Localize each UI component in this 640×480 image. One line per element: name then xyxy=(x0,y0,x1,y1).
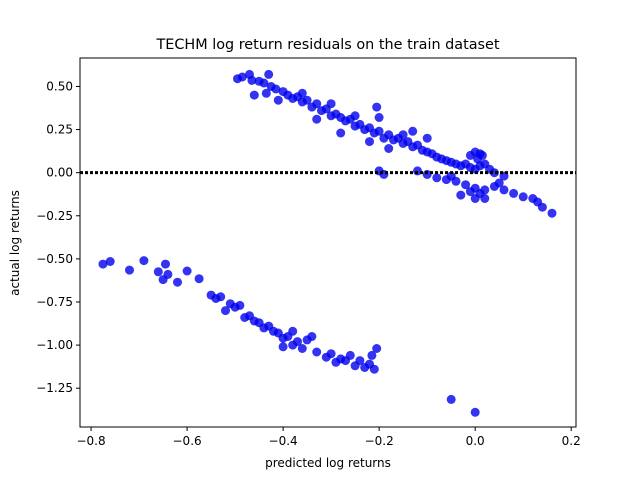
x-axis-label: predicted log returns xyxy=(265,456,391,470)
data-point xyxy=(247,75,257,85)
data-point xyxy=(194,274,204,284)
data-point xyxy=(350,111,360,121)
data-point xyxy=(432,173,442,183)
y-tick-label: −0.75 xyxy=(36,295,73,309)
data-point xyxy=(125,265,134,275)
data-point xyxy=(489,168,499,178)
data-point xyxy=(398,130,408,140)
data-point xyxy=(273,95,283,105)
y-tick-label: 0.50 xyxy=(46,79,73,93)
data-point xyxy=(336,128,346,138)
x-tick-label: −0.4 xyxy=(269,434,298,448)
data-point xyxy=(249,90,259,100)
data-point xyxy=(216,292,226,302)
data-point xyxy=(326,99,336,109)
data-point xyxy=(441,175,451,185)
data-point xyxy=(345,350,355,360)
data-point xyxy=(173,277,182,287)
data-point xyxy=(237,72,247,82)
x-tick-label: 0.2 xyxy=(562,434,581,448)
data-point xyxy=(365,137,374,147)
data-point xyxy=(153,267,163,277)
data-point xyxy=(326,349,336,359)
data-point xyxy=(261,88,271,98)
data-point xyxy=(293,337,302,347)
data-point xyxy=(533,197,543,207)
data-point xyxy=(470,407,480,417)
data-point xyxy=(451,176,461,186)
data-point xyxy=(302,95,312,105)
data-point xyxy=(480,185,490,195)
data-point xyxy=(98,259,108,269)
x-tick-label: −0.2 xyxy=(365,434,394,448)
y-tick-label: −1.00 xyxy=(36,338,73,352)
data-point xyxy=(446,394,456,404)
data-point xyxy=(369,364,379,374)
data-point xyxy=(422,169,432,179)
data-point xyxy=(297,88,307,98)
data-point xyxy=(465,187,475,197)
x-tick-label: −0.6 xyxy=(173,434,202,448)
y-tick-label: −0.50 xyxy=(36,252,73,266)
data-point xyxy=(494,178,504,188)
data-point xyxy=(355,356,365,366)
data-point xyxy=(372,344,382,353)
chart-title: TECHM log return residuals on the train … xyxy=(155,37,499,53)
data-point xyxy=(456,190,466,200)
x-tick-label: −0.8 xyxy=(76,434,105,448)
data-point xyxy=(480,194,490,203)
y-axis: 0.50 0.25 0.00 −0.25 −0.50 −0.75 −1.00 −1.25 xyxy=(36,79,80,395)
y-tick-label: −1.25 xyxy=(36,381,73,395)
x-tick-label: 0.0 xyxy=(466,434,485,448)
data-point xyxy=(499,185,509,195)
data-point xyxy=(547,208,557,218)
data-point xyxy=(312,99,322,109)
data-point xyxy=(182,266,192,276)
data-point xyxy=(384,144,394,153)
data-point xyxy=(312,114,322,124)
data-point xyxy=(139,256,149,266)
data-point xyxy=(367,350,377,360)
data-point xyxy=(307,332,317,341)
data-point xyxy=(105,257,115,266)
data-point xyxy=(372,102,382,112)
data-point xyxy=(288,326,298,336)
x-axis: −0.8 −0.6 −0.4 −0.2 0.0 0.2 xyxy=(76,427,581,448)
data-point xyxy=(271,84,281,94)
data-point xyxy=(221,306,230,316)
data-point xyxy=(470,194,480,203)
data-point xyxy=(509,188,519,198)
data-point xyxy=(374,113,384,122)
data-point xyxy=(235,300,245,310)
data-point xyxy=(297,344,307,353)
y-tick-label: −0.25 xyxy=(36,209,73,223)
data-point xyxy=(163,269,173,279)
data-point xyxy=(161,259,170,269)
data-point xyxy=(278,342,288,352)
data-point xyxy=(374,126,384,136)
data-point xyxy=(461,180,471,190)
axes-frame xyxy=(79,57,577,428)
data-point xyxy=(312,347,322,357)
data-point xyxy=(264,69,274,79)
plot-area xyxy=(80,69,576,417)
data-point xyxy=(518,192,528,202)
data-point xyxy=(408,126,418,136)
data-point xyxy=(422,133,432,143)
y-tick-label: 0.25 xyxy=(46,123,73,137)
data-point xyxy=(475,149,485,159)
y-tick-label: 0.00 xyxy=(46,166,73,180)
data-point xyxy=(259,78,269,88)
y-axis-label: actual log returns xyxy=(8,190,22,296)
